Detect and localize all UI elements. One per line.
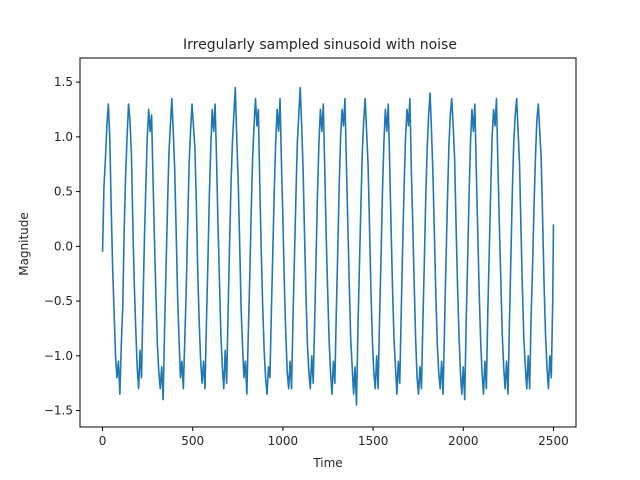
y-tick-label: 0.5 [54,185,73,199]
x-tick-label: 2500 [538,434,569,448]
y-tick-label: 1.5 [54,75,73,89]
plot-area [101,86,555,406]
x-tick-label: 1000 [268,434,299,448]
x-tick-label: 500 [181,434,204,448]
y-tick-label: −0.5 [44,294,73,308]
axes-frame [79,57,577,428]
x-axis-label: Time [312,456,342,470]
y-tick-label: 0.0 [54,239,73,253]
y-tick-label: 1.0 [54,130,73,144]
y-tick-label: −1.5 [44,404,73,418]
x-tick-label: 1500 [358,434,389,448]
chart-title: Irregularly sampled sinusoid with noise [183,37,457,53]
y-tick-label: −1.0 [44,349,73,363]
x-axis: 0 500 1000 1500 2000 2500 [99,427,569,448]
y-axis-label: Magnitude [17,212,31,276]
x-tick-label: 2000 [448,434,479,448]
x-tick-label: 0 [99,434,107,448]
series-line-0 [101,86,555,406]
y-axis: −1.5 −1.0 −0.5 0.0 0.5 1.0 1.5 [44,75,80,418]
